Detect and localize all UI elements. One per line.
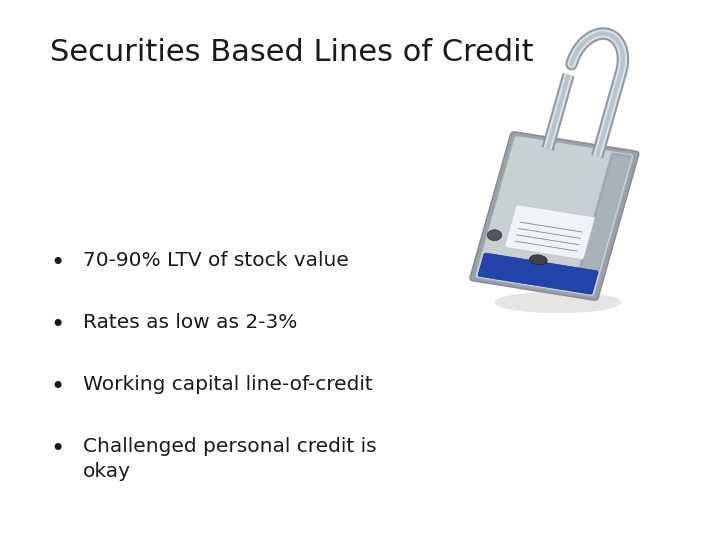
FancyBboxPatch shape <box>576 156 616 289</box>
Text: 70-90% LTV of stock value: 70-90% LTV of stock value <box>83 251 348 270</box>
FancyBboxPatch shape <box>478 253 598 294</box>
FancyBboxPatch shape <box>584 157 624 291</box>
Text: •: • <box>50 251 65 275</box>
FancyBboxPatch shape <box>572 152 631 295</box>
Text: Challenged personal credit is
okay: Challenged personal credit is okay <box>83 437 377 481</box>
FancyBboxPatch shape <box>475 136 634 296</box>
FancyBboxPatch shape <box>590 158 630 292</box>
FancyBboxPatch shape <box>470 132 639 300</box>
Text: Securities Based Lines of Credit: Securities Based Lines of Credit <box>50 38 534 67</box>
FancyBboxPatch shape <box>582 157 622 290</box>
Text: •: • <box>50 437 65 461</box>
Text: Working capital line-of-credit: Working capital line-of-credit <box>83 375 372 394</box>
Text: Rates as low as 2-3%: Rates as low as 2-3% <box>83 313 297 332</box>
Circle shape <box>487 230 502 240</box>
Ellipse shape <box>495 292 621 313</box>
FancyBboxPatch shape <box>587 158 627 291</box>
FancyBboxPatch shape <box>505 205 595 259</box>
FancyBboxPatch shape <box>579 157 619 290</box>
Text: •: • <box>50 313 65 337</box>
Ellipse shape <box>529 255 547 265</box>
Text: •: • <box>50 375 65 399</box>
